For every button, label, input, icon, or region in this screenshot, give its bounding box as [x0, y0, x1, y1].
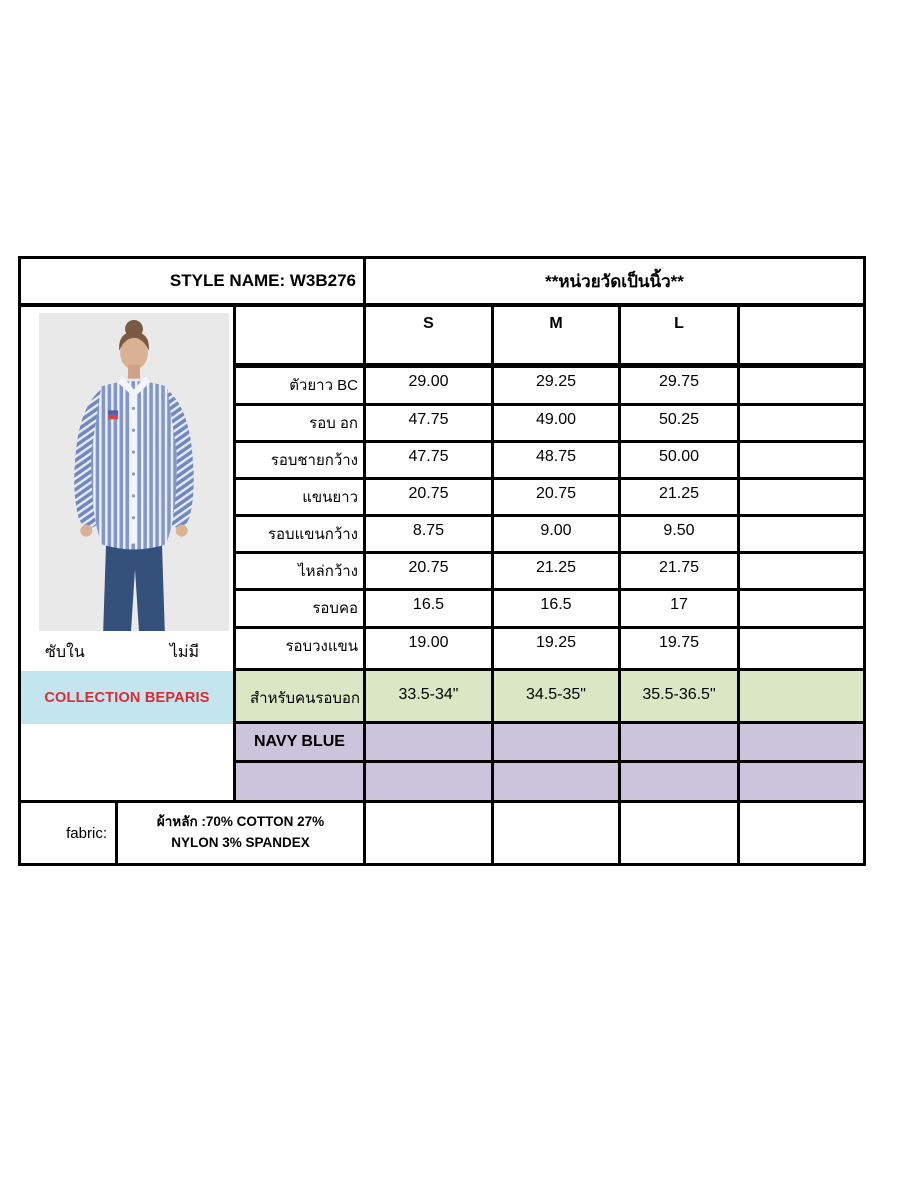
fit-row-label: สำหรับคนรอบอก — [236, 671, 366, 724]
size-value-cell: 48.75 — [494, 443, 621, 480]
color-row-cell — [621, 724, 740, 763]
fabric-label: fabric: — [21, 803, 118, 863]
size-value-cell: 20.75 — [366, 554, 494, 591]
row-label: รอบ อก — [236, 406, 366, 443]
size-chart-table: STYLE NAME: W3B276 **หน่วยวัดเป็นนิ้ว** — [18, 256, 866, 866]
row-label: รอบคอ — [236, 591, 366, 629]
product-photo — [39, 313, 229, 631]
lining-row: ซับใน ไม่มี — [21, 637, 233, 667]
row-label: รอบชายกว้าง — [236, 443, 366, 480]
row-label: ตัวยาว BC — [236, 368, 366, 406]
collection-band: COLLECTION BEPARIS — [21, 671, 233, 724]
size-value-cell — [740, 554, 863, 591]
size-value-cell — [740, 629, 863, 671]
size-value-cell — [740, 517, 863, 554]
size-value-cell — [740, 368, 863, 406]
fit-value-cell: 34.5-35" — [494, 671, 621, 724]
color-row-cell — [366, 724, 494, 763]
size-value-cell: 20.75 — [494, 480, 621, 517]
size-value-cell — [740, 406, 863, 443]
size-value-cell: 9.50 — [621, 517, 740, 554]
size-value-cell: 8.75 — [366, 517, 494, 554]
size-value-cell: 29.00 — [366, 368, 494, 406]
size-value-cell: 16.5 — [494, 591, 621, 629]
model-illustration — [39, 313, 229, 631]
units-note-cell: **หน่วยวัดเป็นนิ้ว** — [366, 259, 863, 307]
size-value-cell — [740, 443, 863, 480]
lining-label: ซับใน — [45, 643, 85, 661]
size-value-cell: 29.75 — [621, 368, 740, 406]
size-value-cell — [740, 591, 863, 629]
fit-value-cell: 33.5-34" — [366, 671, 494, 724]
empty-color-row-cell — [236, 763, 366, 803]
empty-color-row-cell — [621, 763, 740, 803]
empty-color-row-cell — [494, 763, 621, 803]
size-header-l: L — [621, 307, 740, 368]
lining-value: ไม่มี — [169, 643, 199, 661]
size-value-cell: 47.75 — [366, 443, 494, 480]
color-row-cell — [740, 724, 863, 763]
row-label: แขนยาว — [236, 480, 366, 517]
size-value-cell: 17 — [621, 591, 740, 629]
style-name-cell: STYLE NAME: W3B276 — [21, 259, 366, 307]
size-value-cell: 47.75 — [366, 406, 494, 443]
size-value-cell — [740, 480, 863, 517]
fabric-row-cell — [494, 803, 621, 863]
size-header-m: M — [494, 307, 621, 368]
row-label: รอบวงแขน — [236, 629, 366, 671]
collection-label: COLLECTION BEPARIS — [44, 689, 210, 706]
fabric-row-cell — [366, 803, 494, 863]
fit-value-cell: 35.5-36.5" — [621, 671, 740, 724]
size-value-cell: 19.00 — [366, 629, 494, 671]
size-value-cell: 29.25 — [494, 368, 621, 406]
product-panel: ซับใน ไม่มี COLLECTION BEPARIS — [21, 307, 236, 803]
row-label: รอบแขนกว้าง — [236, 517, 366, 554]
size-value-cell: 50.25 — [621, 406, 740, 443]
size-value-cell: 50.00 — [621, 443, 740, 480]
fit-value-cell — [740, 671, 863, 724]
row-label: ไหล่กว้าง — [236, 554, 366, 591]
fabric-content: ผ้าหลัก :70% COTTON 27% NYLON 3% SPANDEX — [118, 803, 366, 863]
color-row-cell — [494, 724, 621, 763]
size-value-cell: 9.00 — [494, 517, 621, 554]
size-header-s: S — [366, 307, 494, 368]
empty-color-row-cell — [740, 763, 863, 803]
size-header-extra — [740, 307, 863, 368]
size-value-cell: 49.00 — [494, 406, 621, 443]
color-row-label: NAVY BLUE — [236, 724, 366, 763]
size-header-spacer — [236, 307, 366, 368]
size-value-cell: 19.75 — [621, 629, 740, 671]
size-value-cell: 16.5 — [366, 591, 494, 629]
size-value-cell: 21.25 — [494, 554, 621, 591]
fabric-row-cell — [740, 803, 863, 863]
empty-color-row-cell — [366, 763, 494, 803]
size-value-cell: 21.75 — [621, 554, 740, 591]
size-value-cell: 19.25 — [494, 629, 621, 671]
size-value-cell: 21.25 — [621, 480, 740, 517]
fabric-row-cell — [621, 803, 740, 863]
size-value-cell: 20.75 — [366, 480, 494, 517]
